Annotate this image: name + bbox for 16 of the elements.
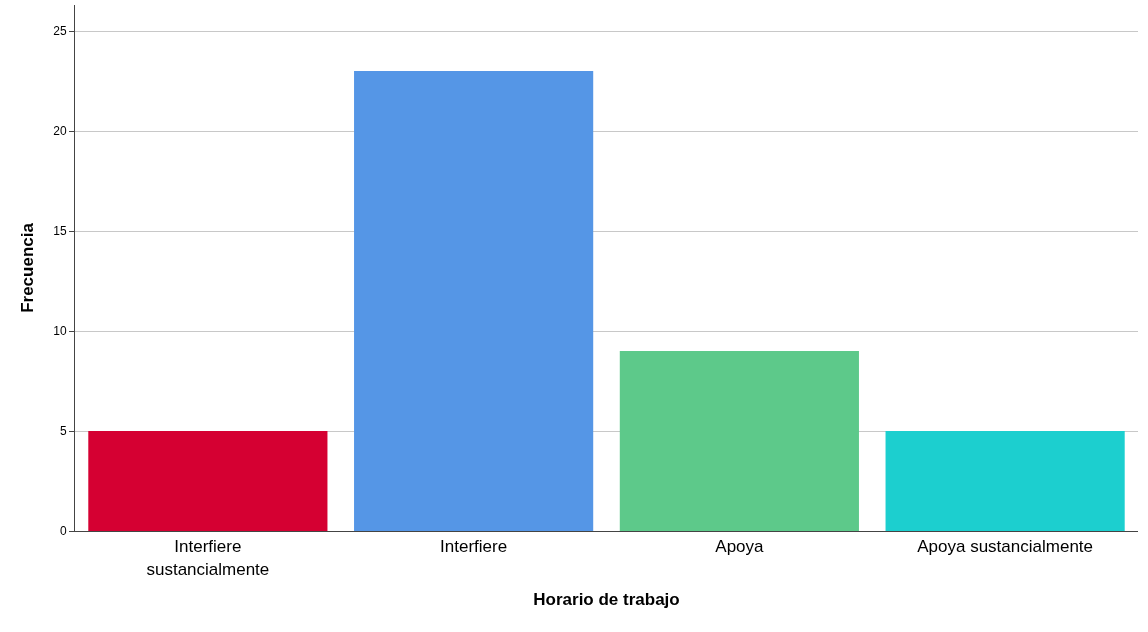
y-axis-title: Frecuencia bbox=[17, 222, 37, 313]
bar bbox=[88, 431, 328, 531]
y-tick-label: 20 bbox=[53, 124, 67, 139]
y-tick-label: 25 bbox=[53, 24, 67, 39]
y-tick-label: 0 bbox=[59, 524, 67, 539]
y-tick-label: 15 bbox=[53, 224, 67, 239]
x-tick-label: Apoya bbox=[715, 537, 765, 557]
x-axis-title: Horario de trabajo bbox=[533, 589, 680, 609]
bar bbox=[885, 431, 1125, 531]
y-tick-label: 5 bbox=[59, 424, 67, 439]
bar bbox=[619, 351, 859, 531]
bar bbox=[354, 71, 594, 531]
y-tick-label: 10 bbox=[53, 324, 67, 339]
x-tick-label: Interfiere sustancialmente bbox=[146, 537, 270, 579]
x-tick-label: Apoya sustancialmente bbox=[917, 537, 1094, 557]
x-tick-label: Interfiere bbox=[440, 537, 508, 557]
